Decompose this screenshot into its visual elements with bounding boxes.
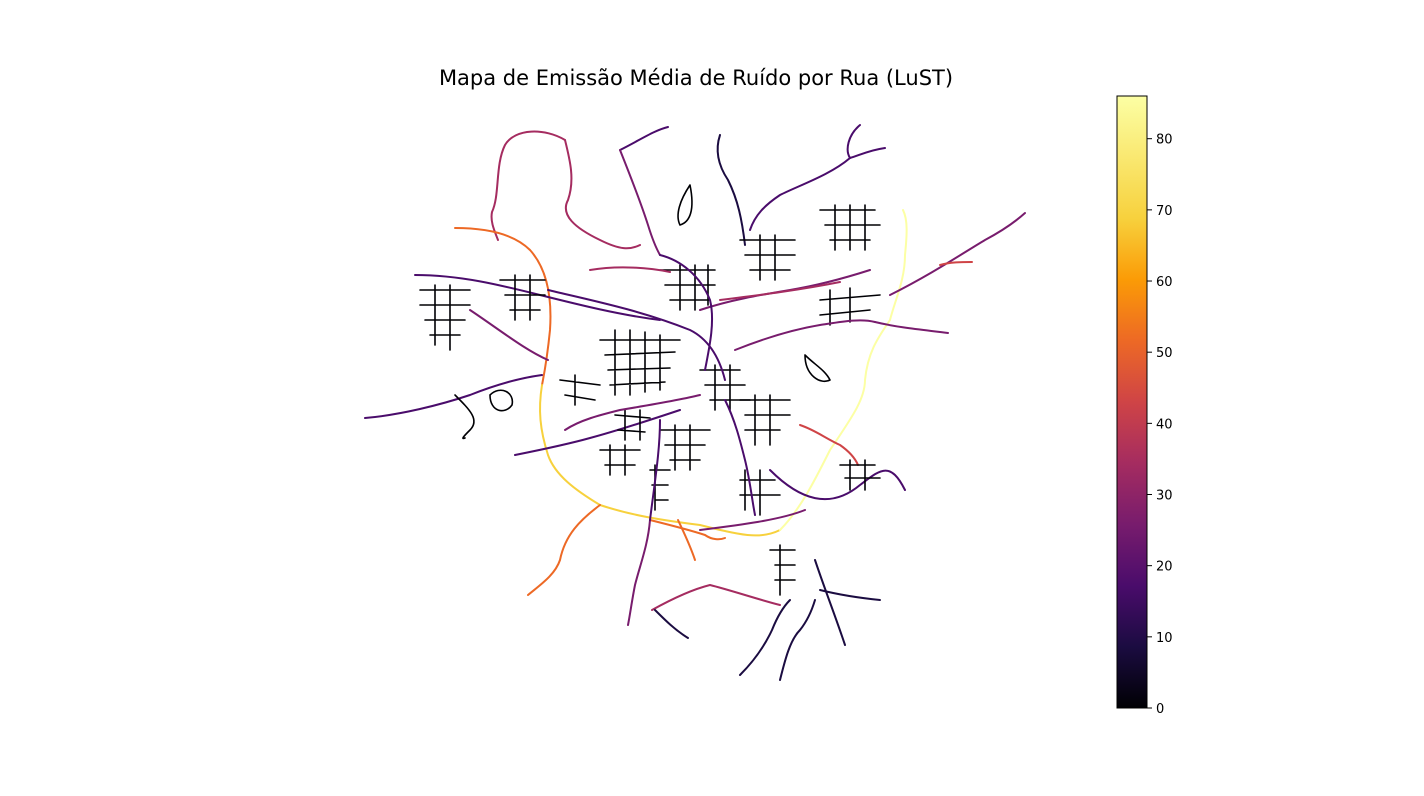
street	[527, 504, 601, 596]
street	[414, 274, 661, 321]
street	[846, 124, 886, 159]
street	[619, 149, 661, 256]
street	[589, 266, 671, 273]
street	[819, 589, 881, 601]
street	[539, 384, 601, 506]
colorbar-tick-label: 0	[1156, 702, 1164, 717]
street	[619, 126, 669, 151]
street	[564, 394, 701, 431]
street	[699, 269, 871, 311]
chart-title: Mapa de Emissão Média de Ruído por Rua (…	[438, 66, 954, 90]
street	[454, 394, 475, 440]
street	[739, 469, 781, 516]
street	[499, 274, 546, 321]
street	[419, 284, 471, 351]
street	[559, 374, 601, 406]
street	[739, 234, 796, 281]
street	[659, 424, 711, 471]
street	[719, 281, 841, 301]
street	[874, 321, 949, 334]
colorbar-gradient	[1116, 95, 1148, 709]
street	[469, 309, 549, 361]
street	[649, 419, 661, 521]
colorbar-tick-label: 80	[1156, 133, 1173, 148]
street	[779, 599, 816, 681]
street	[564, 139, 641, 250]
street	[769, 544, 796, 596]
street	[799, 424, 859, 466]
street	[547, 289, 726, 381]
colorbar: 0 10 20 30 40 50 60 70 80	[1116, 95, 1173, 717]
street	[739, 394, 791, 446]
street	[739, 599, 791, 676]
street	[614, 409, 651, 441]
street	[364, 374, 543, 419]
street	[659, 254, 714, 371]
street	[490, 130, 566, 241]
street	[677, 184, 693, 226]
street	[599, 444, 641, 476]
street	[819, 204, 881, 251]
street	[804, 354, 831, 382]
street	[724, 399, 756, 516]
street	[839, 459, 881, 491]
street	[489, 389, 514, 412]
street	[627, 519, 651, 626]
streets-layer	[364, 124, 1026, 681]
street	[599, 329, 681, 396]
street	[649, 519, 726, 541]
colorbar-tick-label: 10	[1156, 631, 1173, 646]
street	[814, 559, 846, 646]
street	[769, 469, 906, 501]
colorbar-tick-label: 50	[1156, 346, 1173, 361]
colorbar-tick-label: 40	[1156, 417, 1173, 432]
street	[649, 464, 671, 511]
street	[889, 209, 908, 321]
street	[454, 227, 552, 386]
colorbar-tick-label: 70	[1156, 204, 1173, 219]
street	[651, 584, 781, 611]
street	[939, 261, 973, 266]
street	[749, 157, 851, 231]
street	[734, 319, 876, 351]
street	[699, 509, 806, 531]
street	[889, 212, 1026, 296]
colorbar-tick-label: 20	[1156, 560, 1173, 575]
colorbar-tick-label: 60	[1156, 275, 1173, 290]
street	[677, 519, 696, 561]
colorbar-ticks: 0 10 20 30 40 50 60 70 80	[1147, 133, 1173, 717]
colorbar-tick-label: 30	[1156, 489, 1173, 504]
street	[699, 364, 751, 411]
street	[599, 504, 781, 537]
street	[654, 609, 689, 639]
street	[819, 287, 881, 326]
street	[514, 409, 681, 456]
street	[716, 134, 746, 246]
